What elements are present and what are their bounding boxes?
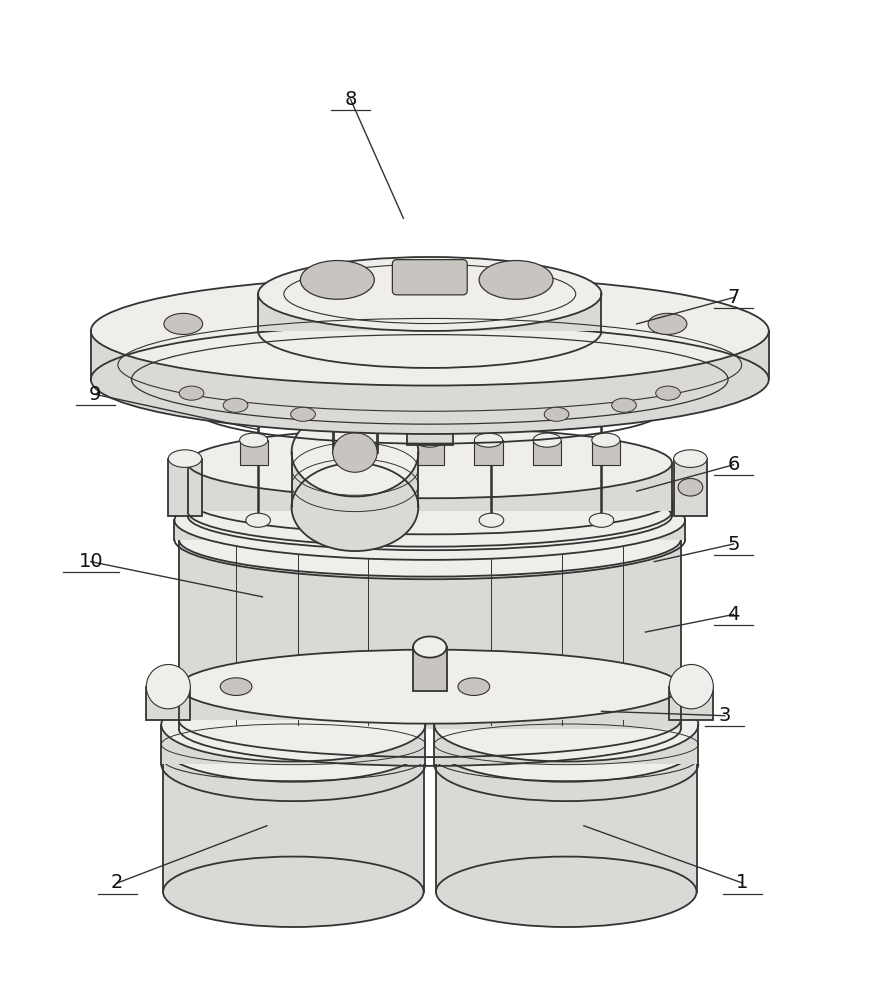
Ellipse shape — [291, 408, 418, 496]
Polygon shape — [188, 463, 672, 511]
Polygon shape — [163, 747, 424, 892]
Polygon shape — [258, 294, 602, 331]
Ellipse shape — [291, 407, 315, 421]
Ellipse shape — [161, 688, 425, 761]
Ellipse shape — [188, 482, 672, 550]
Ellipse shape — [299, 433, 326, 447]
FancyBboxPatch shape — [299, 440, 326, 465]
FancyBboxPatch shape — [413, 647, 447, 691]
Polygon shape — [179, 540, 680, 729]
Polygon shape — [91, 331, 769, 379]
Ellipse shape — [592, 433, 620, 447]
Ellipse shape — [91, 325, 769, 434]
Ellipse shape — [474, 433, 502, 447]
Ellipse shape — [434, 688, 698, 761]
Ellipse shape — [179, 386, 204, 400]
Text: 5: 5 — [727, 535, 740, 554]
Ellipse shape — [479, 261, 553, 299]
Ellipse shape — [168, 450, 202, 467]
Ellipse shape — [589, 513, 614, 527]
Ellipse shape — [179, 503, 680, 577]
Ellipse shape — [611, 398, 636, 412]
Ellipse shape — [649, 313, 687, 334]
FancyBboxPatch shape — [392, 260, 467, 295]
Ellipse shape — [239, 433, 268, 447]
Ellipse shape — [163, 711, 424, 782]
Ellipse shape — [479, 386, 504, 400]
Ellipse shape — [188, 428, 672, 498]
Ellipse shape — [291, 463, 418, 551]
Ellipse shape — [589, 386, 614, 400]
FancyBboxPatch shape — [416, 440, 444, 465]
Ellipse shape — [673, 450, 707, 467]
Ellipse shape — [407, 398, 453, 419]
Ellipse shape — [656, 386, 680, 400]
Ellipse shape — [533, 433, 561, 447]
Polygon shape — [291, 452, 418, 507]
FancyBboxPatch shape — [669, 687, 713, 720]
Polygon shape — [197, 388, 663, 410]
Ellipse shape — [356, 513, 380, 527]
FancyBboxPatch shape — [673, 459, 707, 516]
FancyBboxPatch shape — [239, 440, 268, 465]
Ellipse shape — [163, 857, 424, 927]
FancyBboxPatch shape — [533, 440, 561, 465]
FancyBboxPatch shape — [592, 440, 620, 465]
Ellipse shape — [175, 481, 685, 560]
Ellipse shape — [245, 386, 270, 400]
Text: 2: 2 — [111, 873, 123, 892]
Ellipse shape — [416, 433, 444, 447]
Text: 8: 8 — [345, 90, 357, 109]
Text: 9: 9 — [89, 385, 101, 404]
FancyBboxPatch shape — [168, 459, 202, 516]
Ellipse shape — [164, 313, 203, 334]
FancyBboxPatch shape — [407, 408, 453, 445]
Ellipse shape — [413, 636, 447, 658]
Ellipse shape — [245, 513, 270, 527]
Ellipse shape — [223, 398, 248, 412]
Ellipse shape — [179, 650, 680, 724]
Ellipse shape — [146, 664, 190, 709]
Text: 1: 1 — [736, 873, 749, 892]
Ellipse shape — [356, 386, 380, 400]
Ellipse shape — [300, 261, 374, 299]
Ellipse shape — [669, 664, 713, 709]
Ellipse shape — [458, 678, 490, 695]
Ellipse shape — [544, 407, 569, 421]
Ellipse shape — [547, 732, 586, 761]
Ellipse shape — [678, 478, 703, 496]
Text: 4: 4 — [727, 605, 740, 624]
Polygon shape — [161, 725, 425, 764]
Polygon shape — [175, 520, 685, 540]
Ellipse shape — [357, 433, 385, 447]
Text: 10: 10 — [79, 552, 103, 571]
Text: 7: 7 — [727, 288, 740, 307]
FancyBboxPatch shape — [474, 440, 502, 465]
Ellipse shape — [479, 513, 504, 527]
Ellipse shape — [91, 276, 769, 386]
Ellipse shape — [221, 678, 252, 695]
Ellipse shape — [333, 433, 377, 472]
Text: 6: 6 — [727, 455, 740, 474]
Ellipse shape — [274, 732, 313, 761]
Polygon shape — [179, 687, 680, 720]
Ellipse shape — [197, 355, 663, 422]
FancyBboxPatch shape — [357, 440, 385, 465]
Ellipse shape — [258, 257, 602, 331]
Polygon shape — [434, 725, 698, 764]
Ellipse shape — [436, 711, 696, 782]
Ellipse shape — [436, 857, 696, 927]
Text: 3: 3 — [719, 706, 731, 725]
FancyBboxPatch shape — [146, 687, 190, 720]
Ellipse shape — [188, 466, 672, 534]
Polygon shape — [436, 747, 696, 892]
